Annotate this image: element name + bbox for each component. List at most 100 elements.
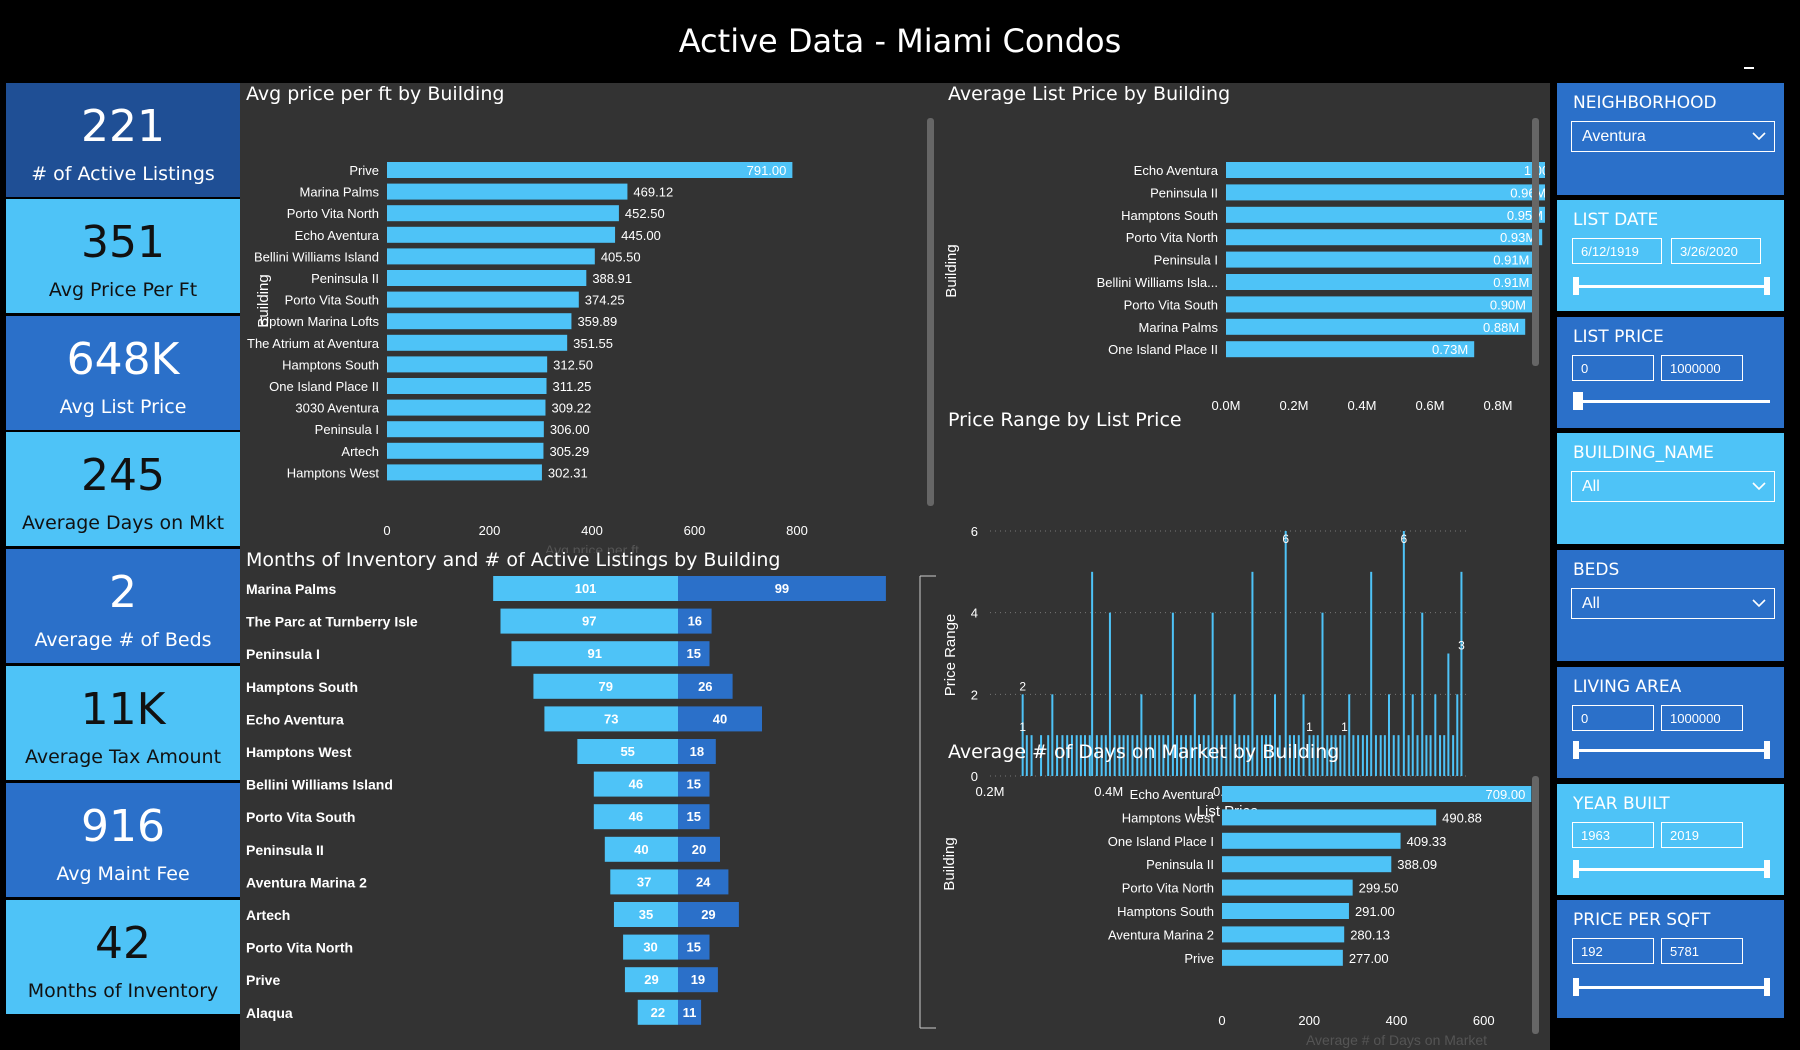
list-date-to-input[interactable]: 3/26/2020 — [1671, 238, 1761, 264]
slider-max-handle[interactable] — [1764, 277, 1770, 295]
bar-left — [624, 967, 678, 993]
data-label: 445.00 — [621, 228, 661, 243]
bar — [1229, 735, 1232, 776]
bar — [1226, 274, 1536, 290]
data-label: 306.00 — [550, 422, 590, 437]
data-label: 19 — [691, 972, 705, 987]
bar — [1269, 735, 1272, 776]
beds-dropdown[interactable]: All — [1571, 588, 1775, 619]
slider-min-handle[interactable] — [1573, 860, 1579, 878]
bar — [1265, 735, 1268, 776]
kpi-label: Months of Inventory — [27, 980, 219, 1002]
kpi-avg-days-on-market: 245 Average Days on Mkt — [6, 432, 240, 546]
data-label: 305.29 — [549, 444, 589, 459]
bar — [1126, 735, 1129, 776]
bar — [1095, 735, 1098, 776]
bar-right — [678, 771, 710, 797]
chart-avg-price-per-ft[interactable]: Prive 791.00 Marina Palms 469.12 Porto Vita … — [240, 113, 920, 553]
bar — [1189, 735, 1192, 776]
neighborhood-dropdown[interactable]: Aventura — [1571, 121, 1775, 152]
kpi-value: 11K — [80, 684, 166, 735]
list-price-from-input[interactable]: 0 — [1572, 355, 1654, 381]
price-per-sqft-slider[interactable] — [1573, 978, 1770, 996]
year-built-slider[interactable] — [1573, 860, 1770, 878]
data-label: 0.91M — [1493, 253, 1529, 268]
bar — [1180, 735, 1183, 776]
bar — [1443, 735, 1446, 776]
category-label: Hamptons South — [282, 357, 379, 372]
data-label: 91 — [588, 646, 602, 661]
slider-max-handle[interactable] — [1764, 978, 1770, 996]
bar-right — [678, 673, 733, 699]
data-label: 46 — [629, 809, 643, 824]
slider-max-handle[interactable] — [1764, 860, 1770, 878]
bar — [1316, 735, 1319, 776]
living-area-to-input[interactable]: 1000000 — [1661, 705, 1743, 731]
bar — [1226, 251, 1536, 268]
slider-min-handle[interactable] — [1573, 978, 1579, 996]
living-area-from-input[interactable]: 0 — [1572, 705, 1654, 731]
category-label: Aventura Marina 2 — [246, 874, 367, 890]
focus-mode-icon[interactable] — [1744, 67, 1754, 69]
chart-days-on-market[interactable]: Echo Aventura 709.00 Hamptons West 490.88 On… — [940, 768, 1545, 1050]
bar — [1260, 735, 1263, 776]
year-built-to-input[interactable]: 2019 — [1661, 822, 1743, 848]
slider-min-handle[interactable] — [1573, 392, 1579, 410]
list-price-slider[interactable] — [1573, 392, 1770, 410]
slicer-label: NEIGHBORHOOD — [1573, 93, 1717, 113]
slider-min-handle[interactable] — [1573, 277, 1579, 295]
slider-max-handle[interactable] — [1576, 392, 1583, 410]
list-date-from-input[interactable]: 6/12/1919 — [1572, 238, 1662, 264]
data-label: 15 — [687, 777, 701, 792]
kpi-avg-price-per-ft: 351 Avg Price Per Ft — [6, 199, 240, 313]
chart-scrollbar[interactable] — [1532, 118, 1539, 366]
category-label: Marina Palms — [300, 185, 380, 200]
kpi-value: 916 — [81, 801, 165, 852]
bar-left — [544, 706, 678, 732]
bar — [1392, 735, 1395, 776]
living-area-slider[interactable] — [1573, 741, 1770, 759]
category-label: The Parc at Turnberry Isle — [246, 614, 418, 630]
year-built-from-input[interactable]: 1963 — [1572, 822, 1654, 848]
data-label: 1 — [1019, 720, 1026, 734]
bar — [387, 464, 542, 481]
bar — [1220, 735, 1223, 776]
bar — [1088, 735, 1091, 776]
bar — [1056, 735, 1059, 776]
data-label: 388.91 — [592, 271, 632, 286]
category-label: Porto Vita North — [287, 206, 379, 221]
bar — [1374, 735, 1377, 776]
kpi-value: 351 — [81, 217, 165, 268]
price-per-sqft-to-input[interactable]: 5781 — [1661, 938, 1743, 964]
x-axis-title: Avg price per ft — [545, 542, 639, 553]
data-label: 30 — [643, 940, 657, 955]
chart-scrollbar[interactable] — [1532, 776, 1539, 1034]
data-label: 29 — [701, 907, 715, 922]
bar — [1397, 735, 1400, 776]
chart-avg-list-price[interactable]: Echo Aventura1.00MPeninsula II0.96MHampt… — [940, 113, 1545, 418]
list-price-to-input[interactable]: 1000000 — [1661, 355, 1743, 381]
slider-max-handle[interactable] — [1764, 741, 1770, 759]
x-tick-label: 400 — [1386, 1013, 1408, 1028]
bar — [387, 313, 572, 330]
category-label: Hamptons South — [1121, 208, 1218, 223]
data-label: 490.88 — [1442, 810, 1482, 825]
chart-scrollbar[interactable] — [927, 118, 934, 506]
data-label: 40 — [634, 842, 648, 857]
building-name-dropdown[interactable]: All — [1571, 471, 1775, 502]
bar — [1193, 694, 1196, 776]
input-value: 6/12/1919 — [1581, 244, 1639, 259]
price-per-sqft-from-input[interactable]: 192 — [1572, 938, 1654, 964]
slider-min-handle[interactable] — [1573, 741, 1579, 759]
chart-title-avg-list-price: Average List Price by Building — [948, 83, 1231, 105]
data-label: 15 — [687, 940, 701, 955]
list-date-slider[interactable] — [1573, 277, 1770, 295]
data-label: 291.00 — [1355, 904, 1395, 919]
chart-inventory-listings[interactable]: Marina Palms 101 99 The Parc at Turnberry I… — [240, 570, 940, 1048]
category-label: Hamptons West — [287, 465, 380, 480]
data-label: 311.25 — [553, 379, 592, 394]
bar-left — [637, 999, 678, 1025]
bar-right — [678, 902, 739, 927]
input-value: 1000000 — [1670, 711, 1721, 726]
